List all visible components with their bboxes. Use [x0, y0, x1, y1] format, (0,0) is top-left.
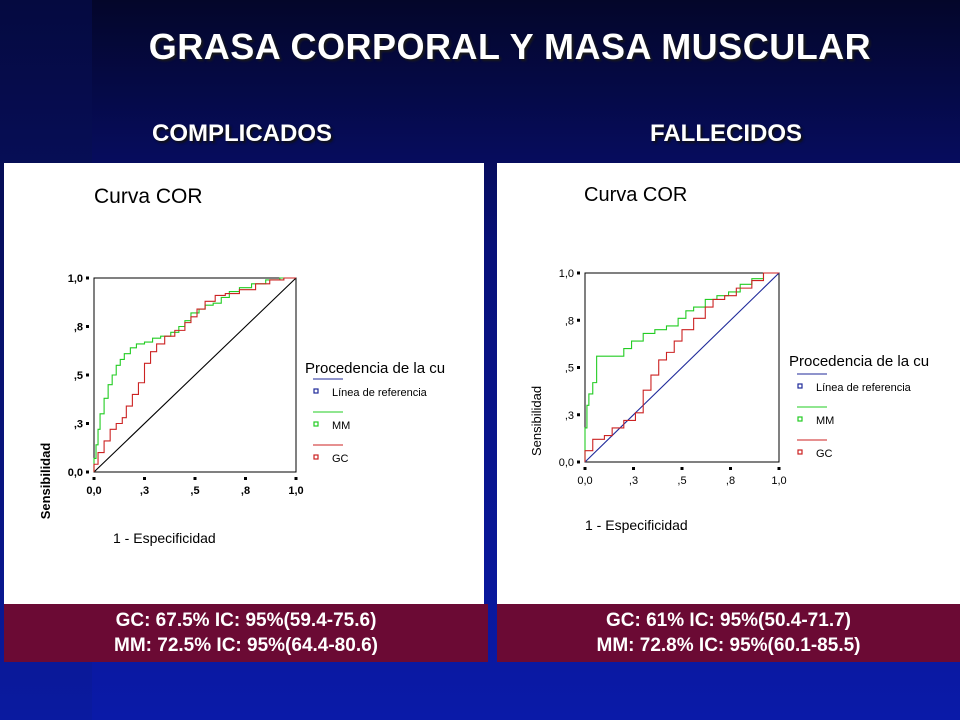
caption-gc-line: GC: 61% IC: 95%(50.4-71.7) [606, 610, 851, 631]
y-tick-mark [577, 413, 580, 417]
y-tick-label: 0,0 [68, 467, 83, 479]
y-axis-label: Sensibilidad [529, 386, 544, 456]
series-line-l-nea-de-referencia [93, 277, 297, 473]
legend-title: Procedencia de la cu [789, 353, 929, 370]
legend-marker [797, 416, 803, 422]
y-tick-mark [86, 325, 89, 328]
y-tick-mark [86, 276, 89, 280]
roc-chart-complicados: Curva COR 1 - Especificidad Sensibilidad… [38, 185, 445, 546]
chart-title: Curva COR [584, 184, 687, 206]
legend-marker [313, 454, 319, 460]
legend-label: MM [816, 415, 834, 427]
legend-label: Línea de referencia [332, 387, 428, 399]
series-line-gc [93, 277, 296, 472]
x-tick-mark [777, 467, 781, 470]
legend-label: GC [332, 453, 349, 465]
x-tick-mark [244, 477, 247, 480]
x-tick-mark [193, 477, 197, 480]
legend-label: Línea de referencia [816, 382, 912, 394]
plot-frame [93, 277, 297, 473]
caption-mm-line: MM: 72.5% IC: 95%(64.4-80.6) [114, 635, 378, 656]
y-tick-mark [86, 422, 89, 425]
y-tick-mark [577, 271, 580, 275]
legend: Línea de referencia MM GC [797, 373, 912, 460]
y-tick-label: ,8 [565, 315, 574, 327]
heading-fallecidos: FALLECIDOS [650, 120, 803, 147]
x-tick-mark [92, 477, 96, 480]
x-tick-label: ,3 [629, 475, 638, 487]
y-tick-label: 0,0 [559, 457, 574, 469]
plot-area: 0,0 ,3 ,5 ,8 1,0 0,0 ,3 ,5 ,8 1,0 [68, 273, 304, 497]
x-tick-mark [729, 467, 732, 470]
legend-label: GC [816, 448, 833, 460]
x-axis-label: 1 - Especificidad [113, 530, 216, 546]
legend-title: Procedencia de la cu [305, 360, 445, 377]
legend-marker [797, 383, 803, 389]
series-line-l-nea-de-referencia [584, 272, 780, 463]
roc-chart-fallecidos: Curva COR 1 - Especificidad Sensibilidad… [529, 184, 929, 533]
y-tick-label: 1,0 [559, 268, 574, 280]
legend-marker [313, 388, 319, 394]
caption-gc-line: GC: 67.5% IC: 95%(59.4-75.6) [115, 610, 377, 631]
x-tick-mark [143, 477, 146, 480]
x-tick-mark [294, 477, 298, 480]
caption-complicados: GC: 67.5% IC: 95%(59.4-75.6) MM: 72.5% I… [4, 604, 488, 662]
y-axis-label: Sensibilidad [38, 443, 53, 520]
heading-complicados: COMPLICADOS [152, 120, 332, 147]
x-tick-label: 1,0 [288, 485, 303, 497]
y-tick-label: ,5 [565, 363, 574, 375]
y-tick-label: ,3 [565, 410, 574, 422]
x-tick-mark [583, 467, 587, 470]
caption-fallecidos: GC: 61% IC: 95%(50.4-71.7) MM: 72.8% IC:… [497, 604, 960, 662]
y-tick-mark [577, 318, 580, 322]
x-tick-label: 0,0 [86, 485, 101, 497]
y-tick-mark [86, 470, 89, 474]
y-tick-label: ,3 [74, 419, 83, 431]
chart-title: Curva COR [94, 185, 203, 208]
legend: Línea de referencia MM GC [313, 378, 428, 465]
legend-marker [313, 421, 319, 427]
caption-mm-line: MM: 72.8% IC: 95%(60.1-85.5) [596, 635, 861, 656]
chart-panel-fallecidos: Curva COR 1 - Especificidad Sensibilidad… [497, 163, 960, 604]
x-tick-label: ,3 [140, 485, 149, 497]
legend-label: MM [332, 420, 350, 432]
x-tick-mark [680, 467, 684, 470]
x-tick-label: 1,0 [771, 475, 786, 487]
x-tick-label: ,8 [726, 475, 735, 487]
y-tick-mark [86, 373, 89, 377]
series-line-mm [584, 272, 779, 462]
chart-panel-complicados: Curva COR 1 - Especificidad Sensibilidad… [4, 163, 484, 604]
series-line-gc [584, 272, 779, 462]
x-tick-label: 0,0 [577, 475, 592, 487]
x-axis-label: 1 - Especificidad [585, 517, 688, 533]
x-tick-label: ,5 [677, 475, 686, 487]
y-tick-label: ,5 [74, 370, 83, 382]
x-tick-label: ,5 [190, 485, 199, 497]
y-tick-label: ,8 [74, 322, 83, 334]
plot-frame [584, 272, 780, 463]
y-tick-mark [577, 460, 580, 464]
y-tick-mark [577, 366, 580, 369]
y-tick-label: 1,0 [68, 273, 83, 285]
plot-area: 0,0 ,3 ,5 ,8 1,0 0,0 ,3 ,5 ,8 1,0 [559, 268, 787, 487]
x-tick-label: ,8 [241, 485, 250, 497]
legend-marker [797, 449, 803, 455]
slide-title: GRASA CORPORAL Y MASA MUSCULAR [148, 26, 872, 67]
x-tick-mark [632, 467, 635, 470]
